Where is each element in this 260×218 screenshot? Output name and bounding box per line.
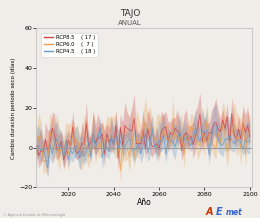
Text: TAJO: TAJO (120, 9, 140, 18)
Y-axis label: Cambio duración periodo seco (días): Cambio duración periodo seco (días) (11, 57, 16, 159)
X-axis label: Año: Año (137, 198, 152, 207)
Text: © Agencia Estatal de Meteorología: © Agencia Estatal de Meteorología (3, 213, 65, 217)
Text: met: met (226, 208, 243, 217)
Text: ANUAL: ANUAL (118, 20, 142, 26)
Text: A: A (205, 207, 213, 217)
Legend: RCP8.5    ( 17 ), RCP6.0    (  7 ), RCP4.5    ( 18 ): RCP8.5 ( 17 ), RCP6.0 ( 7 ), RCP4.5 ( 18… (41, 32, 98, 56)
Text: E: E (216, 207, 222, 217)
